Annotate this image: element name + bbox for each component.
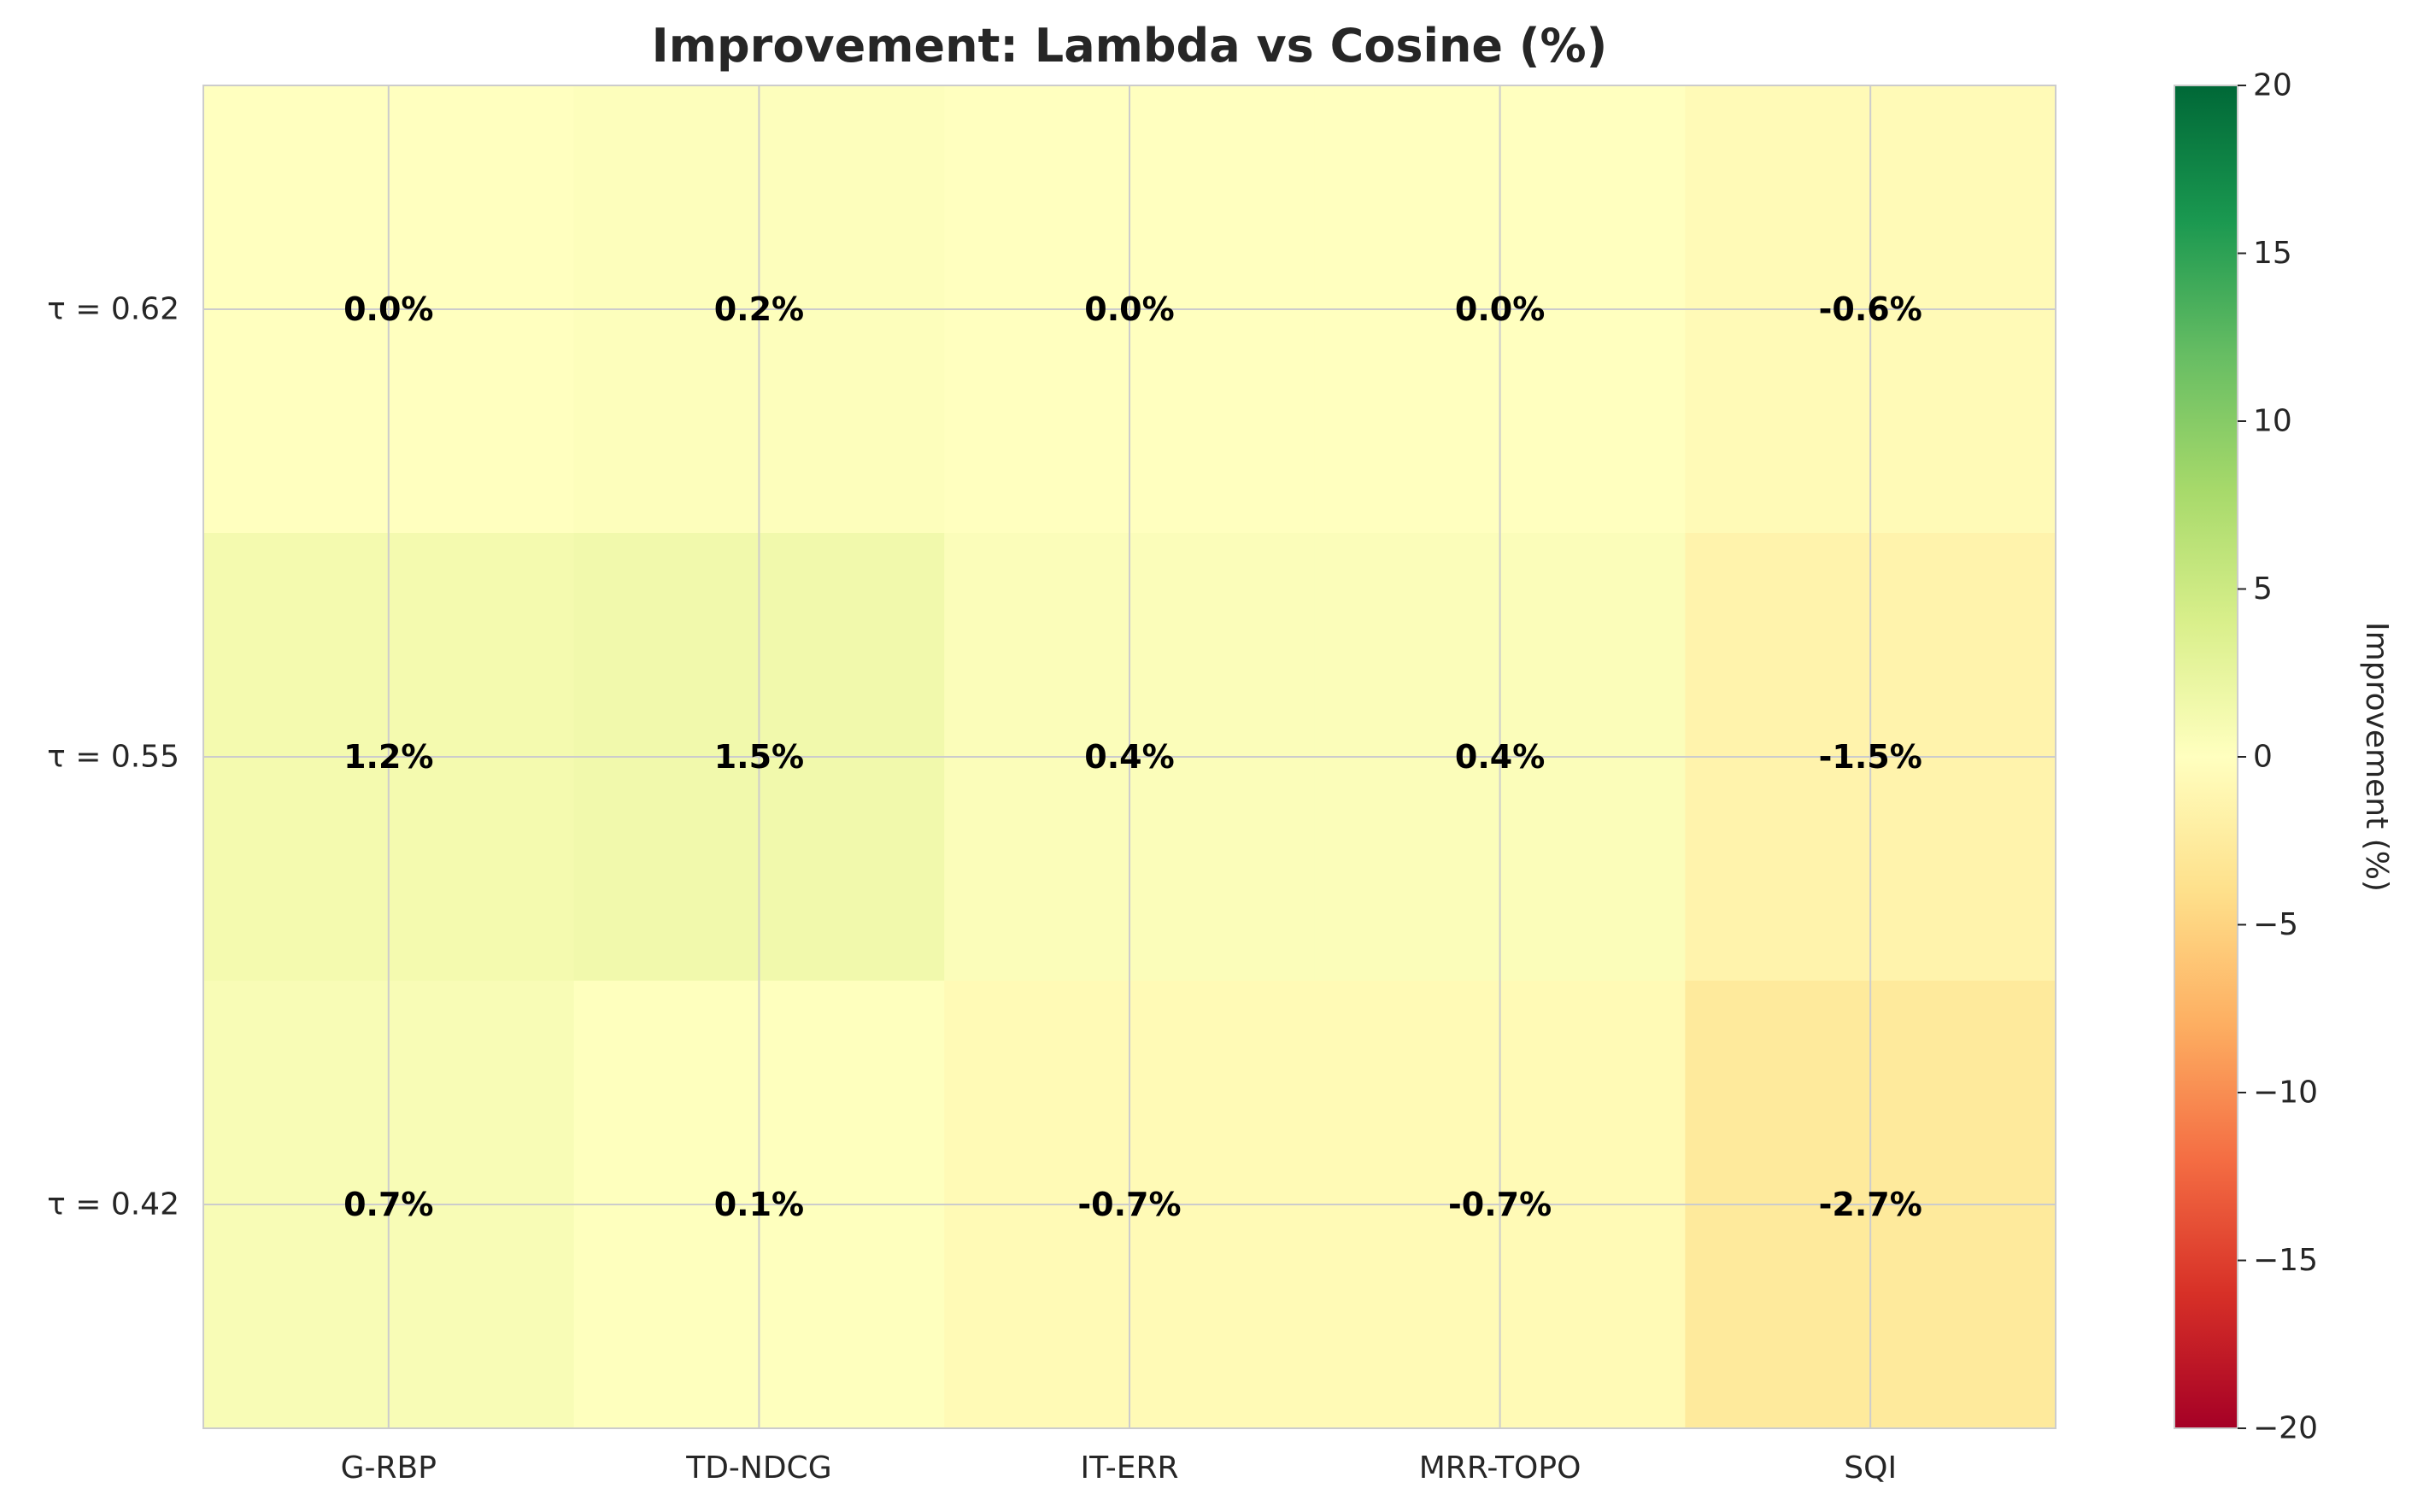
cell-value-label: 0.4% bbox=[1084, 738, 1174, 776]
y-tick-label: τ = 0.62 bbox=[47, 292, 179, 327]
y-tick-label: τ = 0.42 bbox=[47, 1187, 179, 1222]
y-axis-ticks: τ = 0.62 τ = 0.55 τ = 0.42 bbox=[47, 292, 179, 1222]
colorbar-tick-label: −5 bbox=[2253, 907, 2298, 942]
colorbar-tick-label: 20 bbox=[2253, 68, 2292, 103]
cell-value-label: -0.7% bbox=[1448, 1186, 1552, 1223]
colorbar-tick-label: −15 bbox=[2253, 1243, 2318, 1278]
cell-value-label: 0.0% bbox=[343, 290, 433, 328]
colorbar bbox=[2174, 85, 2238, 1429]
x-axis-ticks: G-RBP TD-NDCG IT-ERR MRR-TOPO SQI bbox=[341, 1450, 1897, 1486]
plot-frame bbox=[202, 85, 2056, 1429]
x-tick-label: IT-ERR bbox=[1080, 1450, 1178, 1486]
cell-value-label: 0.7% bbox=[343, 1186, 433, 1223]
colorbar-tick-label: −10 bbox=[2253, 1075, 2318, 1111]
cell-value-label: -1.5% bbox=[1819, 738, 1922, 776]
cell-value-label: 1.5% bbox=[714, 738, 804, 776]
x-tick-label: G-RBP bbox=[341, 1450, 437, 1486]
x-tick-label: MRR-TOPO bbox=[1419, 1450, 1581, 1486]
cell-value-label: -2.7% bbox=[1819, 1186, 1922, 1223]
y-tick-label: τ = 0.55 bbox=[47, 740, 179, 775]
colorbar-tick-label: 10 bbox=[2253, 404, 2292, 439]
cell-value-label: -0.7% bbox=[1077, 1186, 1181, 1223]
colorbar-ticks: 20 15 10 5 0 −5 −10 −15 −20 bbox=[2238, 68, 2318, 1446]
cell-value-label: 0.2% bbox=[714, 290, 804, 328]
cell-value-label: 0.0% bbox=[1084, 290, 1174, 328]
colorbar-label: Improvement (%) bbox=[2359, 622, 2394, 892]
x-tick-label: SQI bbox=[1844, 1450, 1897, 1486]
colorbar-tick-label: 15 bbox=[2253, 236, 2292, 271]
cell-value-label: -0.6% bbox=[1819, 290, 1922, 328]
heatmap-grid bbox=[203, 85, 2056, 1428]
x-tick-label: TD-NDCG bbox=[685, 1450, 831, 1486]
cell-value-label: 1.2% bbox=[343, 738, 433, 776]
cell-value-label: 0.1% bbox=[714, 1186, 804, 1223]
colorbar-tick-label: 5 bbox=[2253, 571, 2273, 607]
cell-value-label: 0.4% bbox=[1455, 738, 1545, 776]
chart-title: Improvement: Lambda vs Cosine (%) bbox=[652, 19, 1608, 73]
cell-labels: 0.0% 0.2% 0.0% 0.0% -0.6% 1.2% 1.5% 0.4% 0.4% -1.… bbox=[343, 290, 1922, 1223]
colorbar-tick-label: 0 bbox=[2253, 740, 2273, 775]
colorbar-tick-label: −20 bbox=[2253, 1411, 2318, 1446]
cell-value-label: 0.0% bbox=[1455, 290, 1545, 328]
